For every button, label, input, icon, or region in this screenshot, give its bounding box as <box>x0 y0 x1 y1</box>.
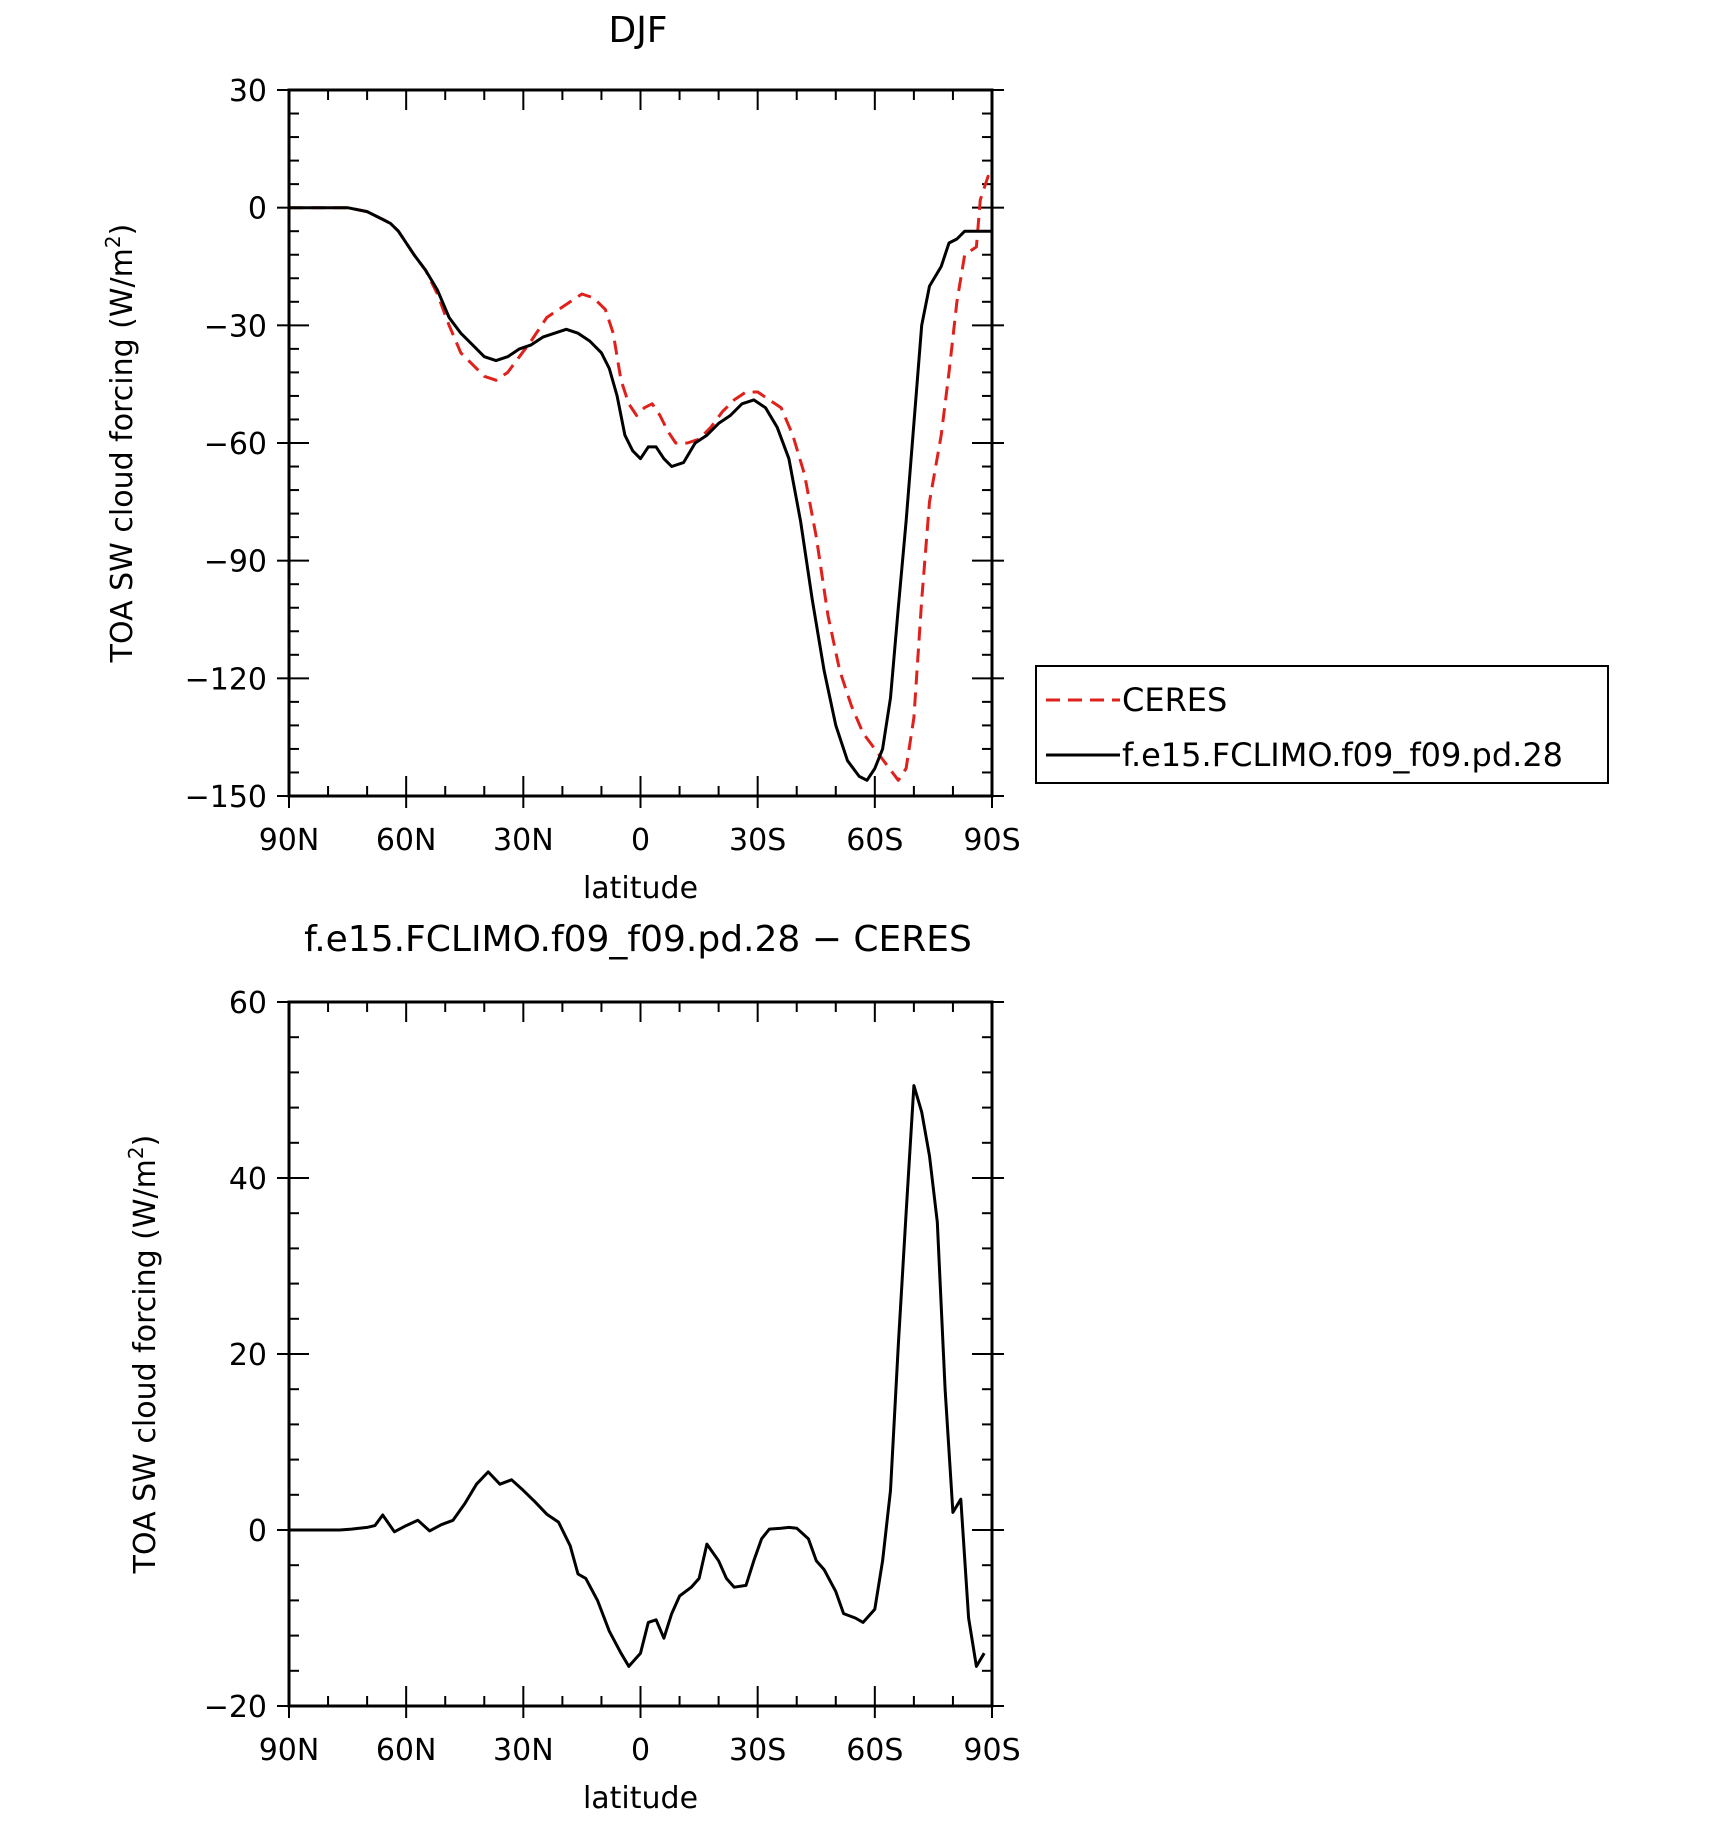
x-tick-labels: 90N 60N 30N 0 30S 60S 90S <box>259 823 1021 858</box>
legend: CERES f.e15.FCLIMO.f09_f09.pd.28 <box>1035 665 1609 784</box>
series-line-0 <box>289 174 994 782</box>
panel-top: DJF 30 0 −30 −60 −90 −120 −150 90N 60N 30N 0 30S 60… <box>101 10 1609 906</box>
x-tick-label: 90S <box>963 823 1020 858</box>
x-tick-label: 90N <box>259 823 320 858</box>
y-tick-label: −90 <box>204 545 267 580</box>
y-axis-label-superscript: 2 <box>101 235 125 248</box>
x-axis-label: latitude <box>583 1781 698 1816</box>
y-axis-label-main: TOA SW cloud forcing (W/m <box>128 1159 163 1574</box>
chart-title: f.e15.FCLIMO.f09_f09.pd.28 − CERES <box>304 919 972 960</box>
series-layer <box>289 174 994 782</box>
legend-label-ceres: CERES <box>1122 681 1227 719</box>
y-tick-label: −20 <box>204 1690 267 1725</box>
y-tick-label: 0 <box>248 1514 267 1549</box>
x-tick-label: 90S <box>963 1733 1020 1768</box>
y-tick-label: 30 <box>229 74 267 109</box>
series-layer <box>289 1084 986 1668</box>
tick-marks <box>277 1001 1004 1718</box>
y-tick-label: 40 <box>229 1162 267 1197</box>
y-tick-label: 60 <box>229 986 267 1021</box>
tick-marks <box>277 89 1004 808</box>
chart-title: DJF <box>608 10 667 51</box>
x-tick-label: 60N <box>376 823 437 858</box>
y-tick-label: −30 <box>204 309 267 344</box>
x-tick-label: 0 <box>631 823 650 858</box>
plot-frame <box>287 88 994 798</box>
y-axis-label-close: ) <box>128 1135 163 1147</box>
y-axis-label: TOA SW cloud forcing (W/m2) <box>124 1135 163 1575</box>
x-axis-label: latitude <box>583 871 698 906</box>
y-tick-labels: 60 40 20 0 −20 <box>204 986 267 1725</box>
y-axis-label-main: TOA SW cloud forcing (W/m <box>105 248 140 663</box>
x-tick-label: 30S <box>729 1733 786 1768</box>
y-tick-labels: 30 0 −30 −60 −90 −120 −150 <box>185 74 267 815</box>
y-tick-label: 0 <box>248 192 267 227</box>
y-tick-label: −150 <box>185 780 267 815</box>
y-tick-label: −120 <box>185 662 267 697</box>
panel-bottom: f.e15.FCLIMO.f09_f09.pd.28 − CERES 60 40 2… <box>124 919 1021 1816</box>
x-tick-label: 0 <box>631 1733 650 1768</box>
y-axis-label: TOA SW cloud forcing (W/m2) <box>101 224 140 664</box>
legend-label-model: f.e15.FCLIMO.f09_f09.pd.28 <box>1122 736 1563 774</box>
x-tick-label: 90N <box>259 1733 320 1768</box>
x-tick-label: 30N <box>493 823 554 858</box>
y-axis-label-close: ) <box>105 224 140 236</box>
x-tick-label: 60S <box>846 823 903 858</box>
x-tick-label: 60S <box>846 1733 903 1768</box>
legend-box <box>1035 665 1609 784</box>
plot-frame <box>287 1000 994 1708</box>
x-tick-labels: 90N 60N 30N 0 30S 60S 90S <box>259 1733 1021 1768</box>
x-tick-label: 60N <box>376 1733 437 1768</box>
y-tick-label: 20 <box>229 1338 267 1373</box>
y-tick-label: −60 <box>204 427 267 462</box>
series-line-1 <box>289 206 992 782</box>
x-tick-label: 30S <box>729 823 786 858</box>
y-axis-label-superscript: 2 <box>124 1146 148 1159</box>
x-tick-label: 30N <box>493 1733 554 1768</box>
series-line-0 <box>289 1084 986 1668</box>
